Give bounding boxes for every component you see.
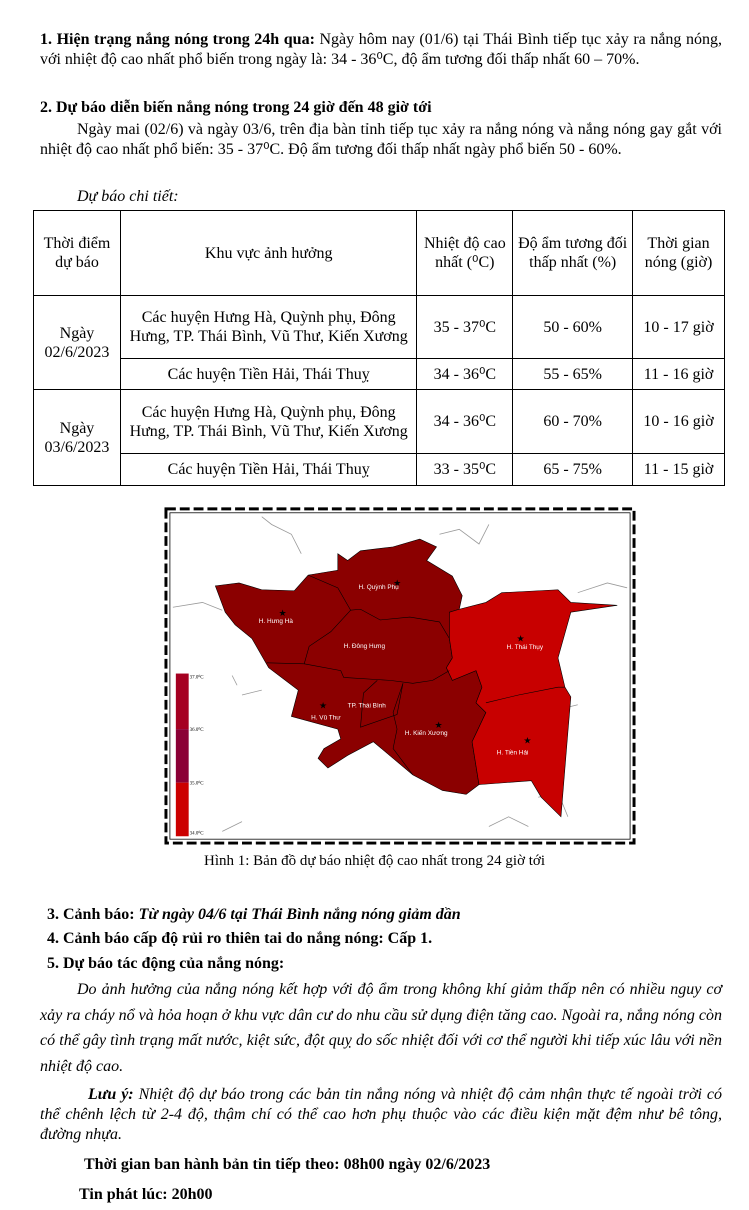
issued-at: Tin phát lúc: 20h00	[79, 1185, 749, 1205]
area-cell: Các huyện Tiền Hải, Thái Thuỵ	[119, 453, 418, 486]
temp-cell: 34 - 36⁰C	[416, 358, 514, 390]
header-time: Thời điểm dự báo	[33, 210, 121, 296]
warm-region	[446, 589, 618, 818]
section-2-title: 2. Dự báo diễn biến nắng nóng trong 24 g…	[40, 99, 432, 116]
label-hung-ha: H. Hưng Hà	[259, 618, 294, 625]
header-temp: Nhiệt độ cao nhất (⁰C)	[416, 210, 514, 296]
table-row: Ngày 02/6/2023 Các huyện Hưng Hà, Quỳnh …	[33, 295, 725, 390]
map-inner-frame	[169, 512, 631, 840]
section-5-text: Do ảnh hưởng của nắng nóng kết hợp với đ…	[40, 981, 722, 1075]
star-icon: ★	[319, 701, 327, 711]
section-4-heading: 4. Cảnh báo cấp độ rủi ro thiên tai do n…	[47, 930, 433, 947]
forecast-table: Thời điểm dự báo Khu vực ảnh hưởng Nhiệt…	[33, 210, 725, 486]
district-borders	[266, 574, 565, 776]
star-icon: ★	[435, 720, 443, 730]
table-row: Ngày 03/6/2023 Các huyện Hưng Hà, Quỳnh …	[33, 389, 725, 486]
temp-cell: 35 - 37⁰C	[416, 295, 514, 359]
humidity-cell: 55 - 65%	[512, 358, 634, 390]
area-cell: Các huyện Tiền Hải, Thái Thuỵ	[119, 358, 418, 390]
section-3-heading: 3. Cảnh báo:	[47, 906, 139, 923]
temperature-map: H. Quỳnh Phụ H. Hưng Hà H. Đông Hưng H. …	[164, 507, 636, 845]
legend-label: 37.0⁰C	[190, 674, 204, 680]
table-row: Các huyện Tiền Hải, Thái Thuỵ 33 - 35⁰C …	[34, 453, 725, 486]
section-1-heading: 1. Hiện trạng nắng nóng trong 24h qua:	[40, 31, 315, 48]
section-3-text: Từ ngày 04/6 tại Thái Bình nắng nóng giả…	[138, 906, 461, 923]
next-issue: Thời gian ban hành bản tin tiếp theo: 08…	[84, 1155, 749, 1175]
temp-cell: 34 - 36⁰C	[416, 389, 514, 454]
next-issue-text: Thời gian ban hành bản tin tiếp theo: 08…	[84, 1156, 491, 1173]
header-hours: Thời gian nóng (giờ)	[632, 210, 725, 296]
area-cell: Các huyện Hưng Hà, Quỳnh phụ, Đông Hưng,…	[119, 389, 418, 454]
legend-label: 34.0⁰C	[190, 830, 204, 836]
star-icon: ★	[523, 736, 531, 746]
area-cell: Các huyện Hưng Hà, Quỳnh phụ, Đông Hưng,…	[119, 295, 418, 359]
map-caption: Hình 1: Bản đồ dự báo nhiệt độ cao nhất …	[203, 853, 546, 869]
star-icon: ★	[393, 578, 401, 588]
table-header-row: Thời điểm dự báo Khu vực ảnh hưởng Nhiệt…	[33, 210, 725, 296]
section-1-text: Ngày hôm nay (01/6) tại Thái Bình tiếp t…	[40, 31, 722, 68]
detail-label: Dự báo chi tiết:	[77, 188, 179, 205]
district-labels: H. Quỳnh Phụ H. Hưng Hà H. Đông Hưng H. …	[259, 584, 544, 757]
label-thai-thuy: H. Thái Thụy	[507, 644, 544, 651]
section-5-heading: 5. Dự báo tác động của nắng nóng:	[47, 955, 285, 972]
humidity-cell: 65 - 75%	[512, 453, 634, 486]
legend-label: 36.0⁰C	[190, 727, 204, 733]
hours-cell: 11 - 16 giờ	[632, 358, 725, 390]
hours-cell: 11 - 15 giờ	[632, 453, 725, 486]
header-humidity: Độ ẩm tương đối thấp nhất (%)	[512, 210, 634, 296]
temp-cell: 33 - 35⁰C	[416, 453, 514, 486]
label-dong-hung: H. Đông Hưng	[344, 643, 386, 650]
neighbor-borders	[172, 516, 628, 832]
hours-cell: 10 - 17 giờ	[632, 295, 725, 359]
table-row: Các huyện Tiền Hải, Thái Thuỵ 34 - 36⁰C …	[34, 358, 725, 390]
star-icon: ★	[517, 633, 525, 643]
date-cell: Ngày 02/6/2023	[33, 295, 121, 390]
color-legend: 37.0⁰C 36.0⁰C 35.0⁰C 34.0⁰C	[175, 673, 204, 837]
section-4: 4. Cảnh báo cấp độ rủi ro thiên tai do n…	[47, 929, 729, 949]
label-tien-hai: H. Tiền Hải	[497, 747, 529, 756]
district-star-icons: ★ ★ ★ ★ ★ ★	[279, 578, 532, 746]
date-cell: Ngày 03/6/2023	[33, 389, 121, 486]
note-label: Lưu ý:	[88, 1086, 134, 1103]
legend-segment-mid	[175, 729, 189, 783]
section-1: 1. Hiện trạng nắng nóng trong 24h qua: N…	[40, 30, 722, 70]
humidity-cell: 60 - 70%	[512, 389, 634, 454]
label-vu-thu: H. Vũ Thư	[311, 714, 341, 721]
hours-cell: 10 - 16 giờ	[632, 389, 725, 454]
star-icon: ★	[279, 608, 287, 618]
label-quynh-phu: H. Quỳnh Phụ	[359, 584, 400, 591]
section-5: 5. Dự báo tác động của nắng nóng:	[47, 954, 729, 974]
header-area: Khu vực ảnh hưởng	[119, 210, 418, 296]
section-3: 3. Cảnh báo: Từ ngày 04/6 tại Thái Bình …	[47, 905, 729, 925]
legend-label: 35.0⁰C	[190, 781, 204, 787]
note: Lưu ý: Nhiệt độ dự báo trong các bản tin…	[40, 1085, 722, 1145]
note-text: Nhiệt độ dự báo trong các bản tin nắng n…	[40, 1086, 722, 1143]
section-2-heading: 2. Dự báo diễn biến nắng nóng trong 24 g…	[40, 98, 722, 118]
legend-segment-low	[175, 782, 189, 837]
section-2-text: Ngày mai (02/6) và ngày 03/6, trên địa b…	[40, 121, 722, 158]
label-kien-xuong: H. Kiến Xương	[405, 728, 448, 737]
legend-segment-high	[175, 673, 189, 730]
issued-at-text: Tin phát lúc: 20h00	[79, 1186, 213, 1203]
label-tp-thai-binh: TP. Thái Bình	[348, 703, 387, 710]
humidity-cell: 50 - 60%	[512, 295, 634, 359]
